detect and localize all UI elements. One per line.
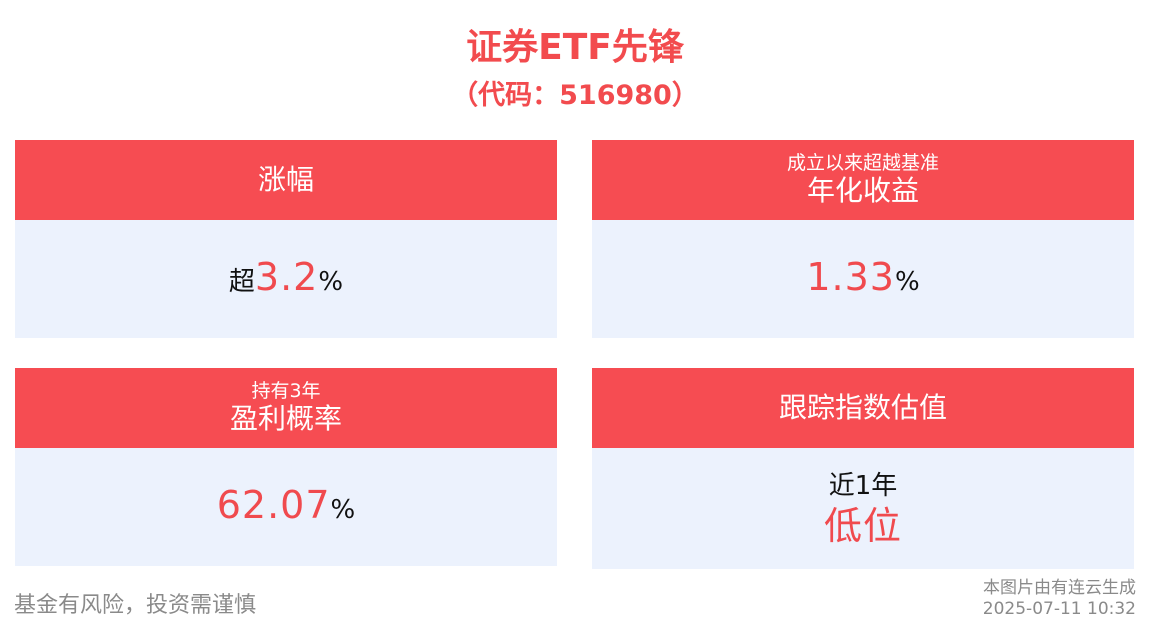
card-annual-return-subtitle: 成立以来超越基准 xyxy=(786,152,939,174)
card-annual-return-unit: % xyxy=(894,266,920,297)
footer-source-block: 本图片由有连云生成 2025-07-11 10:32 xyxy=(983,578,1136,620)
card-profit-probability-unit: % xyxy=(330,494,356,525)
card-profit-probability-subtitle: 持有3年 xyxy=(251,380,321,402)
card-profit-probability: 持有3年 盈利概率 62.07 % xyxy=(15,368,557,566)
risk-disclaimer: 基金有风险，投资需谨慎 xyxy=(14,593,257,618)
card-gain-value: 3.2 xyxy=(254,254,319,299)
generated-by-note: 本图片由有连云生成 xyxy=(983,578,1136,598)
card-profit-probability-body: 62.07 % xyxy=(15,448,557,566)
card-index-valuation-title: 跟踪指数估值 xyxy=(778,391,947,424)
card-profit-probability-header: 持有3年 盈利概率 xyxy=(15,368,557,448)
card-gain-unit: % xyxy=(318,266,344,297)
card-annual-return-value-line: 1.33 % xyxy=(806,254,919,305)
card-annual-return-header: 成立以来超越基准 年化收益 xyxy=(592,140,1134,220)
card-gain: 涨幅 超 3.2 % xyxy=(15,140,557,338)
card-gain-title: 涨幅 xyxy=(257,163,314,196)
card-index-valuation-period: 近1年 xyxy=(828,470,898,501)
card-gain-body: 超 3.2 % xyxy=(15,220,557,338)
card-index-valuation-header: 跟踪指数估值 xyxy=(592,368,1134,448)
card-index-valuation-level: 低位 xyxy=(823,503,902,548)
card-gain-header: 涨幅 xyxy=(15,140,557,220)
card-profit-probability-value-line: 62.07 % xyxy=(217,482,356,533)
card-profit-probability-value: 62.07 xyxy=(216,482,331,527)
fund-code: （代码：516980） xyxy=(451,80,699,111)
card-gain-prefix: 超 xyxy=(228,266,255,297)
card-index-valuation-body: 近1年 低位 xyxy=(592,448,1134,569)
card-profit-probability-title: 盈利概率 xyxy=(229,402,342,435)
card-index-valuation: 跟踪指数估值 近1年 低位 xyxy=(592,368,1134,569)
card-annual-return-value: 1.33 xyxy=(806,254,895,299)
card-annual-return-body: 1.33 % xyxy=(592,220,1134,338)
card-annual-return: 成立以来超越基准 年化收益 1.33 % xyxy=(592,140,1134,338)
card-annual-return-title: 年化收益 xyxy=(806,174,919,207)
page-title: 证券ETF先锋 xyxy=(466,27,684,68)
card-gain-value-line: 超 3.2 % xyxy=(229,254,343,305)
generated-timestamp: 2025-07-11 10:32 xyxy=(982,599,1136,619)
